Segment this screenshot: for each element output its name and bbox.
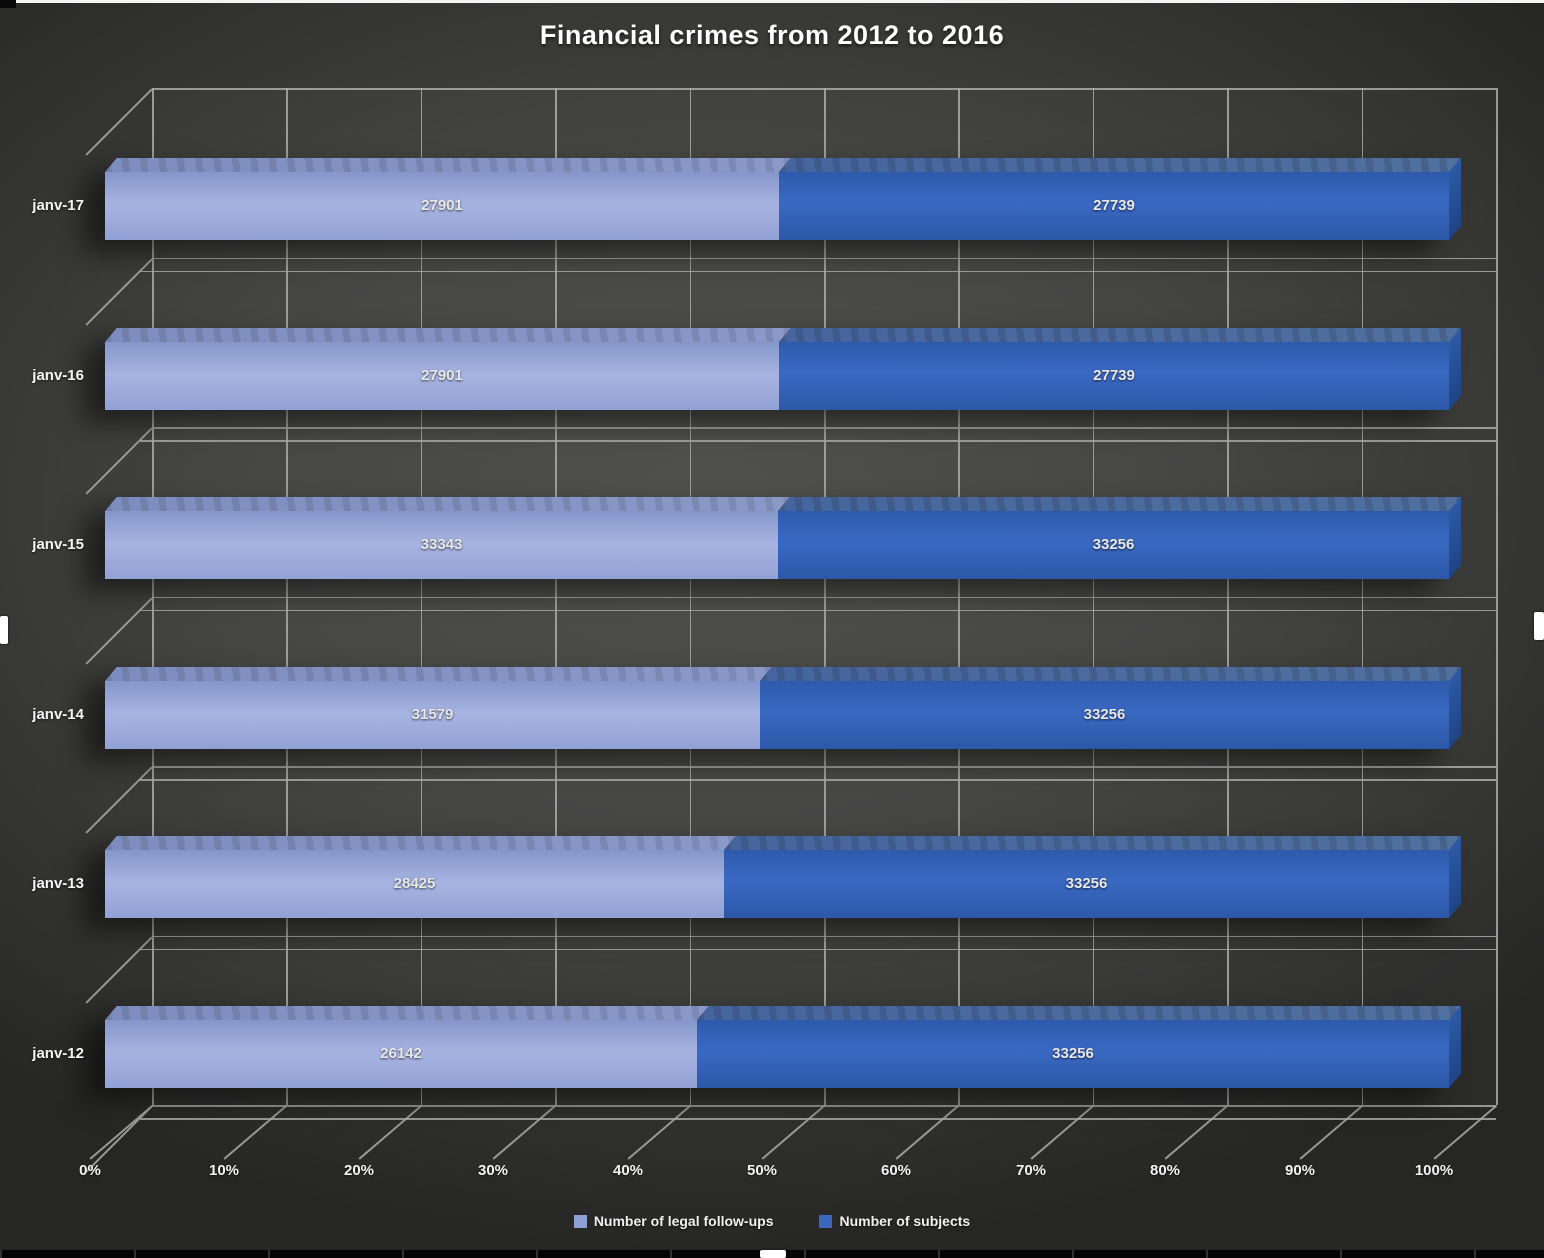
x-axis-tick-label: 70% bbox=[1015, 1162, 1047, 1179]
shelf-front-line bbox=[140, 609, 1496, 611]
bar-segment-subjects[interactable] bbox=[779, 172, 1449, 240]
value-label-subjects: 33256 bbox=[1092, 536, 1135, 553]
resize-handle-right[interactable] bbox=[1534, 612, 1544, 640]
bar-segment-legal-follow-ups[interactable] bbox=[105, 681, 760, 749]
value-label-subjects: 33256 bbox=[1052, 1045, 1094, 1062]
bar-segment-subjects[interactable] bbox=[760, 681, 1449, 749]
value-label-legal-follow-ups: 27901 bbox=[421, 197, 463, 214]
legend-item[interactable]: Number of legal follow-ups bbox=[573, 1213, 774, 1229]
category-axis-label: janv-14 bbox=[32, 706, 84, 723]
shelf-front-line bbox=[140, 948, 1496, 950]
bar-segment-subjects[interactable] bbox=[779, 342, 1449, 410]
value-label-legal-follow-ups: 31579 bbox=[411, 706, 454, 723]
value-label-legal-follow-ups: 27901 bbox=[421, 367, 463, 384]
category-axis-label: janv-12 bbox=[32, 1045, 84, 1062]
x-axis-tick-label: 80% bbox=[1149, 1162, 1181, 1179]
shelf-front-line bbox=[140, 270, 1496, 272]
x-axis-tick-label: 100% bbox=[1414, 1162, 1454, 1179]
x-axis-tick-label: 10% bbox=[208, 1162, 240, 1179]
resize-handle-left[interactable] bbox=[0, 616, 8, 644]
horizontal-gridline bbox=[152, 935, 1496, 937]
legend-label: Number of subjects bbox=[839, 1213, 971, 1229]
legend-label: Number of legal follow-ups bbox=[593, 1213, 774, 1229]
shelf-front-line bbox=[140, 1118, 1496, 1120]
x-axis-tick-label: 40% bbox=[612, 1162, 644, 1179]
value-label-subjects: 33256 bbox=[1065, 875, 1108, 892]
horizontal-gridline bbox=[152, 257, 1496, 259]
legend-swatch-icon bbox=[573, 1214, 587, 1228]
shelf-front-line bbox=[140, 779, 1496, 781]
horizontal-gridline bbox=[152, 88, 1496, 90]
bar-segment-subjects[interactable] bbox=[724, 850, 1449, 918]
horizontal-gridline bbox=[152, 596, 1496, 598]
x-axis-tick-label: 20% bbox=[343, 1162, 375, 1179]
bar-segment-legal-follow-ups[interactable] bbox=[105, 511, 778, 579]
bar-segment-legal-follow-ups[interactable] bbox=[105, 342, 779, 410]
value-label-legal-follow-ups: 33343 bbox=[420, 536, 463, 553]
x-axis-tick-label: 60% bbox=[880, 1162, 912, 1179]
x-axis-tick-label: 30% bbox=[477, 1162, 509, 1179]
top-border-strip bbox=[0, 0, 1544, 3]
value-label-subjects: 33256 bbox=[1083, 706, 1126, 723]
value-label-subjects: 27739 bbox=[1093, 197, 1135, 214]
vertical-gridline bbox=[1496, 88, 1498, 1105]
value-label-legal-follow-ups: 26142 bbox=[380, 1045, 422, 1062]
chart-legend: Number of legal follow-ups Number of subj… bbox=[0, 1213, 1544, 1229]
horizontal-gridline bbox=[152, 1105, 1496, 1107]
category-axis-label: janv-17 bbox=[32, 197, 84, 214]
horizontal-gridline bbox=[152, 766, 1496, 768]
category-axis-label: janv-13 bbox=[32, 875, 84, 892]
bar-segment-legal-follow-ups[interactable] bbox=[105, 850, 724, 918]
horizontal-gridline bbox=[152, 427, 1496, 429]
legend-item[interactable]: Number of subjects bbox=[819, 1213, 970, 1229]
category-axis-label: janv-16 bbox=[32, 367, 84, 384]
bar-segment-subjects[interactable] bbox=[697, 1020, 1449, 1088]
x-axis-tick-label: 50% bbox=[746, 1162, 778, 1179]
top-left-corner-mark bbox=[0, 0, 16, 8]
bar-segment-legal-follow-ups[interactable] bbox=[105, 1020, 697, 1088]
value-label-legal-follow-ups: 28425 bbox=[393, 875, 436, 892]
legend-swatch-icon bbox=[819, 1214, 833, 1228]
bar-segment-subjects[interactable] bbox=[778, 511, 1449, 579]
bar-segment-legal-follow-ups[interactable] bbox=[105, 172, 779, 240]
x-axis-tick-label: 0% bbox=[79, 1162, 101, 1179]
x-axis-tick-label: 90% bbox=[1284, 1162, 1316, 1179]
shelf-front-line bbox=[140, 440, 1496, 442]
resize-handle-bottom[interactable] bbox=[760, 1250, 786, 1258]
chart-title[interactable]: Financial crimes from 2012 to 2016 bbox=[539, 20, 1005, 50]
category-axis-label: janv-15 bbox=[32, 536, 84, 553]
value-label-subjects: 27739 bbox=[1093, 367, 1135, 384]
